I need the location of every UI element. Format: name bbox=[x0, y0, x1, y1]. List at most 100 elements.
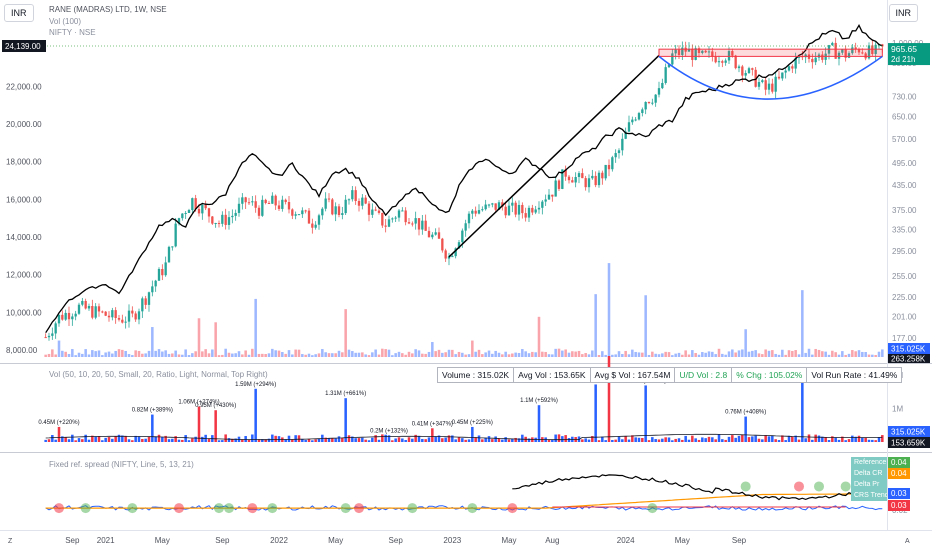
overlay-volume-bar bbox=[407, 351, 411, 357]
overlay-volume-bar bbox=[291, 354, 294, 357]
overlay-volume-bar bbox=[177, 354, 181, 357]
volume-bar bbox=[111, 438, 114, 442]
candle-body bbox=[674, 49, 677, 54]
overlay-volume-bar bbox=[104, 352, 107, 357]
volume-annotation: 0.45M (+220%) bbox=[38, 420, 79, 426]
candle-body bbox=[637, 113, 641, 120]
overlay-volume-bar bbox=[144, 353, 147, 357]
overlay-volume-bar bbox=[227, 352, 231, 357]
overlay-volume-bar bbox=[484, 352, 487, 357]
candle-body bbox=[101, 311, 104, 313]
volume-stats-box: Volume : 315.02K Avg Vol : 153.65K Avg $… bbox=[437, 367, 903, 383]
overlay-volume-bar bbox=[637, 352, 641, 357]
timezone-button: Z bbox=[8, 538, 13, 545]
candle-body bbox=[611, 157, 614, 170]
overlay-volume-bar bbox=[707, 351, 711, 357]
volume-bar bbox=[864, 437, 867, 442]
volume-bar bbox=[314, 439, 317, 442]
volume-annotation: 1.59M (+294%) bbox=[235, 382, 276, 388]
volume-pane-legend[interactable]: Vol (50, 10, 20, 50, Small, 20, Ratio, L… bbox=[49, 370, 268, 379]
volume-bar bbox=[121, 435, 124, 442]
overlay-volume-bar bbox=[221, 354, 224, 357]
volume-bar bbox=[224, 434, 227, 442]
volume-bar bbox=[751, 436, 754, 442]
volume-bar bbox=[554, 434, 557, 442]
volume-bar bbox=[354, 438, 357, 442]
overlay-volume-bar bbox=[277, 350, 281, 357]
overlay-volume-bar bbox=[807, 348, 811, 357]
overlay-volume-bar bbox=[257, 353, 261, 357]
time-axis-label: May bbox=[328, 536, 343, 545]
volume-bar bbox=[324, 437, 327, 442]
candle-body bbox=[651, 102, 654, 104]
volume-bar bbox=[374, 435, 377, 442]
overlay-volume-bar bbox=[654, 353, 657, 357]
candle-body bbox=[584, 178, 587, 188]
overlay-volume-bar bbox=[171, 353, 174, 357]
candle-body bbox=[137, 311, 141, 320]
symbol-title[interactable]: RANE (MADRAS) LTD, 1W, NSE bbox=[49, 5, 167, 14]
spread-signal-dot bbox=[647, 503, 658, 514]
overlay-volume-bar bbox=[764, 349, 767, 357]
volume-bar bbox=[677, 438, 681, 442]
candle-body bbox=[731, 51, 734, 56]
volume-bar bbox=[667, 437, 671, 442]
currency-button-right[interactable]: INR bbox=[888, 4, 918, 22]
overlay-volume-bar bbox=[184, 349, 187, 357]
candle-body bbox=[697, 48, 701, 53]
candle-body bbox=[164, 262, 167, 276]
overlay-volume-bar bbox=[337, 350, 341, 357]
candle-body bbox=[657, 88, 661, 95]
candle-body bbox=[771, 83, 774, 92]
candle-body bbox=[64, 312, 67, 320]
overlay-volume-bar bbox=[717, 348, 721, 357]
volume-annotation: 0.76M (+408%) bbox=[725, 410, 766, 416]
right-axis-tick: 375.00 bbox=[892, 206, 917, 215]
candle-body bbox=[94, 306, 97, 318]
currency-button-left[interactable]: INR bbox=[4, 4, 34, 22]
overlay-volume-bar bbox=[844, 354, 847, 357]
overlay-volume-bar bbox=[587, 354, 591, 357]
overlay-volume-bar bbox=[317, 353, 321, 357]
compare-legend[interactable]: NIFTY · NSE bbox=[49, 28, 96, 37]
candle-body bbox=[664, 67, 667, 83]
candle-body bbox=[617, 150, 621, 154]
candle-body bbox=[654, 94, 657, 103]
left-axis-tick: 18,000.00 bbox=[6, 158, 42, 167]
volume-bar bbox=[567, 438, 571, 442]
candle-body bbox=[591, 175, 594, 179]
candle-body bbox=[384, 225, 387, 227]
candle-body bbox=[47, 335, 51, 338]
volume-bar bbox=[717, 434, 721, 442]
candle-body bbox=[537, 207, 541, 210]
spread-pane-legend[interactable]: Fixed ref. spread (NIFTY, Line, 5, 13, 2… bbox=[49, 460, 194, 469]
candle-body bbox=[751, 68, 754, 70]
time-axis-label: 2024 bbox=[617, 536, 635, 545]
overlay-volume-bar bbox=[71, 349, 74, 357]
volume-bar bbox=[857, 435, 861, 442]
volume-legend[interactable]: Vol (100) bbox=[49, 17, 82, 26]
volume-bar bbox=[181, 439, 184, 442]
overlay-volume-bar bbox=[854, 351, 857, 357]
overlay-volume-bar bbox=[384, 349, 387, 357]
volume-bar bbox=[434, 436, 437, 442]
overlay-volume-bar bbox=[811, 354, 814, 357]
volume-bar bbox=[511, 438, 514, 442]
candle-body bbox=[261, 199, 264, 216]
candle-body bbox=[421, 220, 424, 230]
candle-body bbox=[621, 138, 624, 151]
overlay-volume-bar bbox=[524, 351, 527, 357]
overlay-volume-bar bbox=[694, 353, 697, 357]
candle-body bbox=[87, 306, 91, 309]
candle-body bbox=[791, 66, 794, 69]
candle-body bbox=[667, 64, 671, 68]
volume-bar bbox=[684, 435, 687, 442]
overlay-volume-bar bbox=[341, 352, 344, 357]
overlay-volume-bar bbox=[831, 350, 834, 357]
overlay-volume-bar bbox=[761, 354, 764, 357]
candle-body bbox=[531, 207, 534, 213]
volume-bar bbox=[827, 440, 831, 442]
candle-body bbox=[364, 197, 367, 204]
volume-bar bbox=[757, 438, 761, 442]
candle-body bbox=[597, 172, 601, 186]
